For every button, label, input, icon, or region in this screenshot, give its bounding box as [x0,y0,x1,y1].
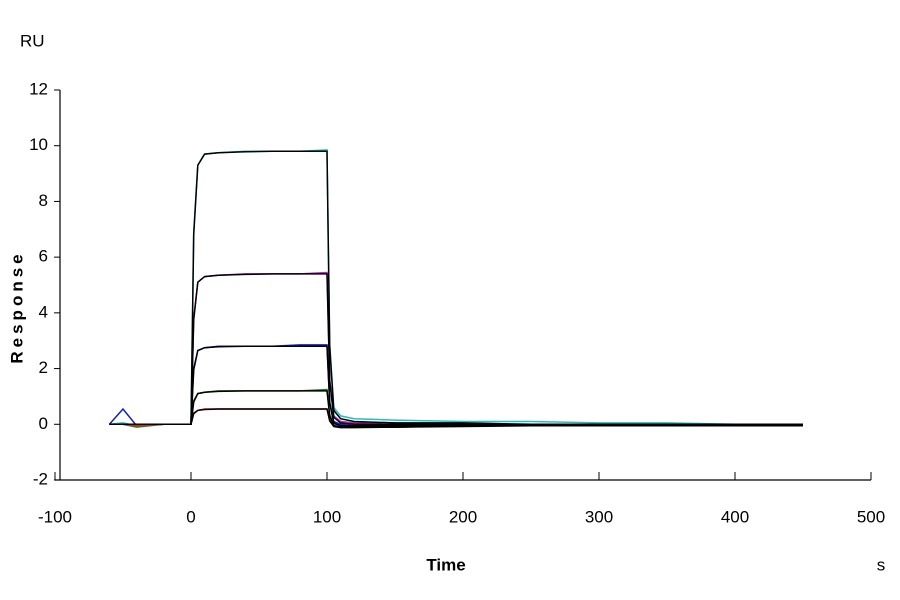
y-tick-label: 8 [39,191,48,210]
y-tick-label: 12 [29,79,48,98]
x-tick-label: 0 [186,507,195,526]
x-tick-label: 400 [721,507,749,526]
y-tick-label: 2 [39,358,48,377]
series-line [108,344,804,427]
y-tick-label: 10 [29,135,48,154]
series-line [109,345,803,427]
y-unit: RU [20,31,45,50]
y-tick-label: 4 [39,302,48,321]
x-unit: s [877,555,886,574]
series-line [109,271,803,427]
y-tick-label: -2 [33,469,48,488]
x-tick-label: 100 [313,507,341,526]
x-tick-label: 300 [585,507,613,526]
y-tick-label: 6 [39,247,48,266]
x-tick-label: -100 [38,507,72,526]
x-tick-label: 500 [857,507,885,526]
series-line [109,273,803,426]
y-tick-label: 0 [39,414,48,433]
series-line [109,149,803,427]
x-axis-label: Time [426,555,465,574]
y-axis-label: Response [7,250,26,363]
series-line [109,150,803,426]
series-line [109,408,803,429]
x-tick-label: 200 [449,507,477,526]
